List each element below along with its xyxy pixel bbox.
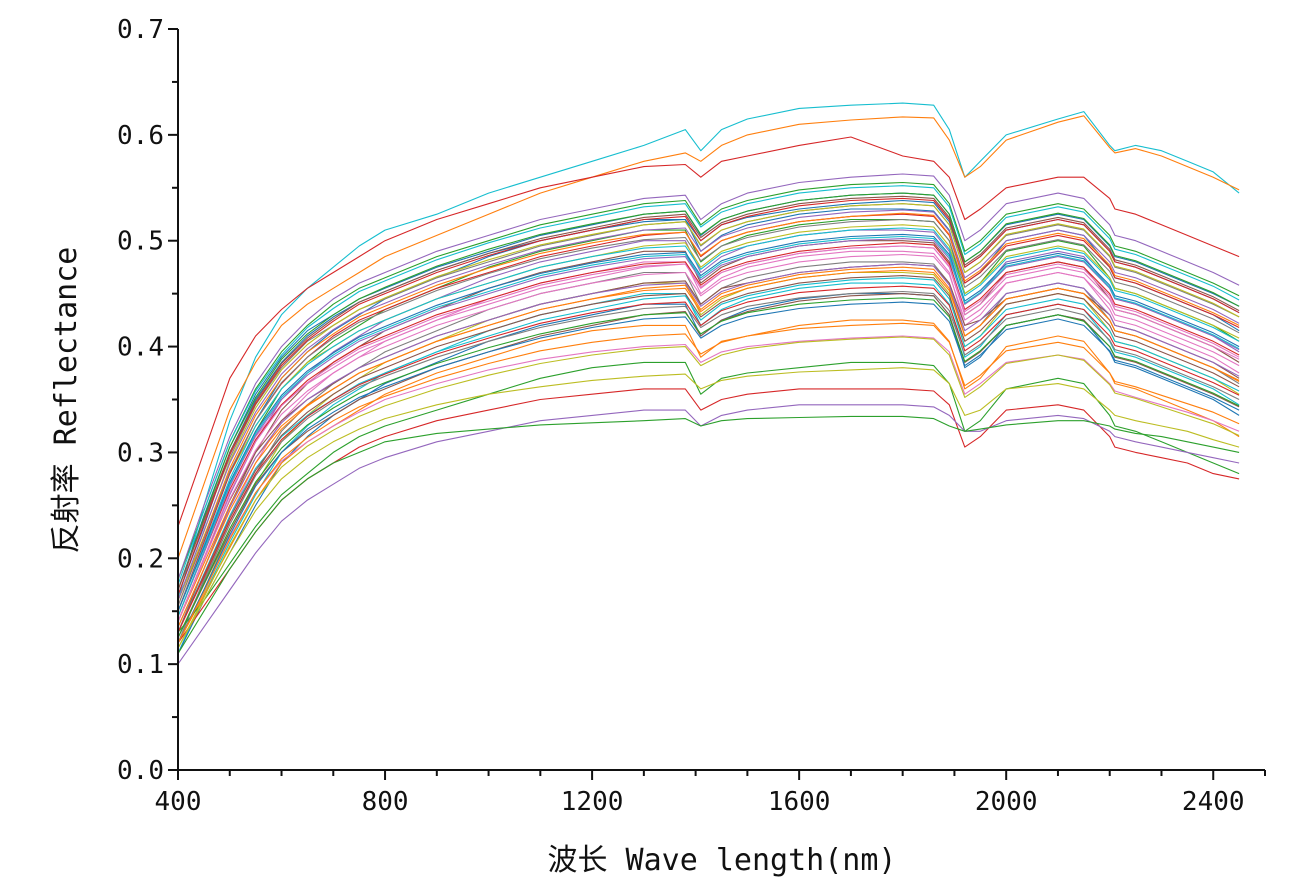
x-tick-label: 400 <box>155 787 202 817</box>
spectrum-line-51 <box>177 233 1240 612</box>
spectrum-line-15 <box>177 388 1240 644</box>
spectrum-line-50 <box>177 195 1240 591</box>
x-tick-label: 2400 <box>1182 787 1245 817</box>
spectrum-line-48 <box>177 245 1240 623</box>
spectrum-line-29 <box>177 367 1240 649</box>
spectrum-line-44 <box>177 269 1240 628</box>
spectrum-line-52 <box>177 285 1240 633</box>
spectrum-line-5 <box>177 218 1240 612</box>
spectrum-line-37 <box>177 192 1240 591</box>
spectrum-line-41 <box>177 301 1240 644</box>
spectrum-line-46 <box>177 297 1240 638</box>
spectrum-line-38 <box>177 253 1240 623</box>
spectrum-line-8 <box>177 250 1240 633</box>
spectrum-line-11 <box>177 282 1240 654</box>
spectrum-line-7 <box>177 240 1240 633</box>
spectrum-line-27 <box>177 293 1240 638</box>
series-layer <box>177 102 1240 665</box>
spectrum-line-19 <box>177 224 1240 601</box>
spectrum-line-53 <box>177 209 1240 601</box>
x-tick-label: 1200 <box>561 787 624 817</box>
spectrum-line-23 <box>177 173 1240 580</box>
x-tick-label: 2000 <box>975 787 1038 817</box>
spectrum-line-45 <box>177 185 1240 585</box>
spectrum-line-34 <box>177 212 1240 607</box>
y-tick-label: 0.4 <box>117 333 164 363</box>
spectrum-line-54 <box>177 322 1240 644</box>
spectrum-line-47 <box>177 218 1240 607</box>
spectrum-line-14 <box>177 361 1240 633</box>
y-tick-label: 0.7 <box>117 15 164 45</box>
x-tick-label: 800 <box>362 787 409 817</box>
spectrum-line-40 <box>177 275 1240 633</box>
spectrum-line-22 <box>177 181 1240 580</box>
spectrum-line-55 <box>177 235 1240 617</box>
spectrum-line-2 <box>177 115 1240 559</box>
x-tick-label: 1600 <box>768 787 831 817</box>
spectrum-line-32 <box>177 242 1240 617</box>
spectrum-line-49 <box>177 336 1240 649</box>
tick-labels: 400 800 1200 1600 2000 2400 0.0 0.1 0.2 0.3 0.4 0.5… <box>117 15 1245 817</box>
y-tick-label: 0.3 <box>117 438 164 468</box>
y-tick-label: 0.5 <box>117 227 164 257</box>
y-tick-label: 0.6 <box>117 121 164 151</box>
y-tick-label: 0.2 <box>117 544 164 574</box>
spectrum-line-30 <box>177 415 1240 654</box>
spectrum-line-42 <box>177 197 1240 596</box>
spectrum-line-12 <box>177 293 1240 654</box>
y-tick-label: 0.0 <box>117 756 164 786</box>
spectrum-line-39 <box>177 203 1240 601</box>
spectrum-line-35 <box>177 290 1240 638</box>
y-axis-title: 反射率 Reflectance <box>49 247 84 554</box>
y-tick-label: 0.1 <box>117 650 164 680</box>
spectrum-line-17 <box>177 263 1240 623</box>
spectrum-line-1 <box>177 102 1240 601</box>
spectrum-line-28 <box>177 335 1240 644</box>
spectrum-line-36 <box>177 227 1240 612</box>
spectrum-line-4 <box>177 208 1240 601</box>
spectrum-line-3 <box>177 136 1240 527</box>
spectrum-line-16 <box>177 404 1240 665</box>
axes <box>168 28 1266 780</box>
spectrum-line-6 <box>177 229 1240 623</box>
x-axis-title: 波长 Wave length(nm) <box>548 843 897 878</box>
spectrum-line-33 <box>177 263 1240 628</box>
